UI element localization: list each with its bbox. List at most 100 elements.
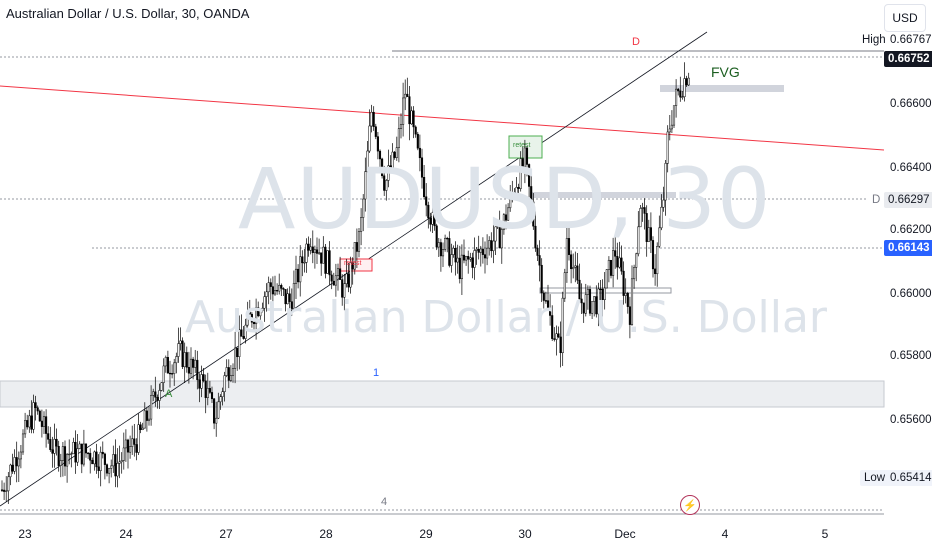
candle-body <box>139 424 142 430</box>
candle-body <box>366 150 369 172</box>
chart-title: Australian Dollar / U.S. Dollar, 30, OAN… <box>6 6 250 21</box>
candle-body <box>355 242 358 252</box>
candle-body <box>95 451 98 468</box>
candle-body <box>250 313 253 323</box>
candle-body <box>34 402 37 409</box>
candle-body <box>129 446 132 453</box>
candle-body <box>181 340 184 368</box>
y-tick: 0.65800 <box>890 350 932 362</box>
candle-body <box>349 262 352 288</box>
candle-body <box>586 289 589 295</box>
candle-body <box>364 171 367 200</box>
candle-body <box>257 307 260 317</box>
candle-body <box>414 126 417 135</box>
candle-body <box>192 358 195 368</box>
candle-body <box>393 151 396 158</box>
candle-body <box>131 438 134 447</box>
candle-body <box>635 253 638 268</box>
candle-body <box>647 227 650 242</box>
candle-body <box>252 322 256 325</box>
candle-body <box>509 193 512 209</box>
currency-selector[interactable]: USD <box>884 4 926 32</box>
candle-body <box>297 268 300 283</box>
candle-body <box>429 217 432 225</box>
candle-body <box>551 315 554 339</box>
candle-body <box>244 324 247 339</box>
candle-body <box>555 333 558 340</box>
candle-body <box>614 250 617 257</box>
retest-label-green: retest <box>513 142 531 149</box>
d-label: D <box>868 192 885 208</box>
candle-body <box>223 375 226 392</box>
candle-body <box>469 257 472 260</box>
x-tick: 24 <box>119 527 133 541</box>
candle-body <box>324 246 327 274</box>
candle-body <box>240 329 243 337</box>
candle-body <box>135 444 138 453</box>
candle-body <box>147 418 151 421</box>
high-value: 0.66767 <box>886 32 932 48</box>
candle-body <box>641 207 644 209</box>
candle-body <box>471 257 474 268</box>
candle-body <box>72 441 75 454</box>
candle-body <box>42 416 46 427</box>
candle-body <box>513 191 516 194</box>
candle-body <box>141 427 144 430</box>
candle-body <box>47 433 50 440</box>
low-label: Low <box>860 470 890 486</box>
candle-body <box>341 279 344 298</box>
candle-body <box>38 410 41 422</box>
demand-zone <box>0 380 885 408</box>
candle-body <box>89 452 92 461</box>
candle-body <box>137 424 140 453</box>
candle-body <box>681 96 684 98</box>
x-tick: 23 <box>18 527 32 541</box>
candle-body <box>80 443 83 465</box>
candle-body <box>605 269 608 289</box>
candle-body <box>156 396 159 401</box>
candle-body <box>425 196 428 206</box>
candle-body <box>59 460 62 466</box>
candle-body <box>45 416 48 434</box>
candle-body <box>599 288 602 291</box>
candle-body <box>637 226 640 255</box>
candle-body <box>74 441 77 463</box>
candle-body <box>9 464 12 478</box>
candle-body <box>515 187 518 194</box>
candle-body <box>269 282 272 287</box>
candle-body <box>616 256 619 268</box>
candle-body <box>399 124 403 129</box>
x-tick: 28 <box>319 527 333 541</box>
candle-body <box>202 374 205 382</box>
candle-body <box>559 336 562 354</box>
lightning-icon[interactable]: ⚡ <box>680 495 700 515</box>
candle-body <box>486 247 489 259</box>
candle-body <box>299 256 302 283</box>
candle-body <box>649 227 652 241</box>
y-tick: 0.66000 <box>890 288 932 300</box>
candle-body <box>603 287 606 300</box>
candle-body <box>525 147 529 165</box>
candle-body <box>93 451 96 465</box>
candle-body <box>540 264 543 294</box>
candle-body <box>154 391 157 398</box>
candle-body <box>494 226 497 242</box>
candle-body <box>423 177 426 198</box>
candle-body <box>477 248 480 253</box>
candle-body <box>255 307 258 325</box>
candle-body <box>210 392 214 400</box>
candle-body <box>198 379 201 389</box>
candle-body <box>231 368 235 376</box>
candle-body <box>624 293 627 296</box>
candle-body <box>320 252 323 264</box>
candle-body <box>17 458 20 467</box>
candle-body <box>490 240 493 252</box>
candle-body <box>328 250 331 276</box>
candle-body <box>479 248 482 253</box>
candle-body <box>234 347 237 369</box>
candle-body <box>435 225 438 248</box>
candle-body <box>507 207 510 221</box>
candle-body <box>112 454 115 467</box>
candle-body <box>318 252 321 254</box>
